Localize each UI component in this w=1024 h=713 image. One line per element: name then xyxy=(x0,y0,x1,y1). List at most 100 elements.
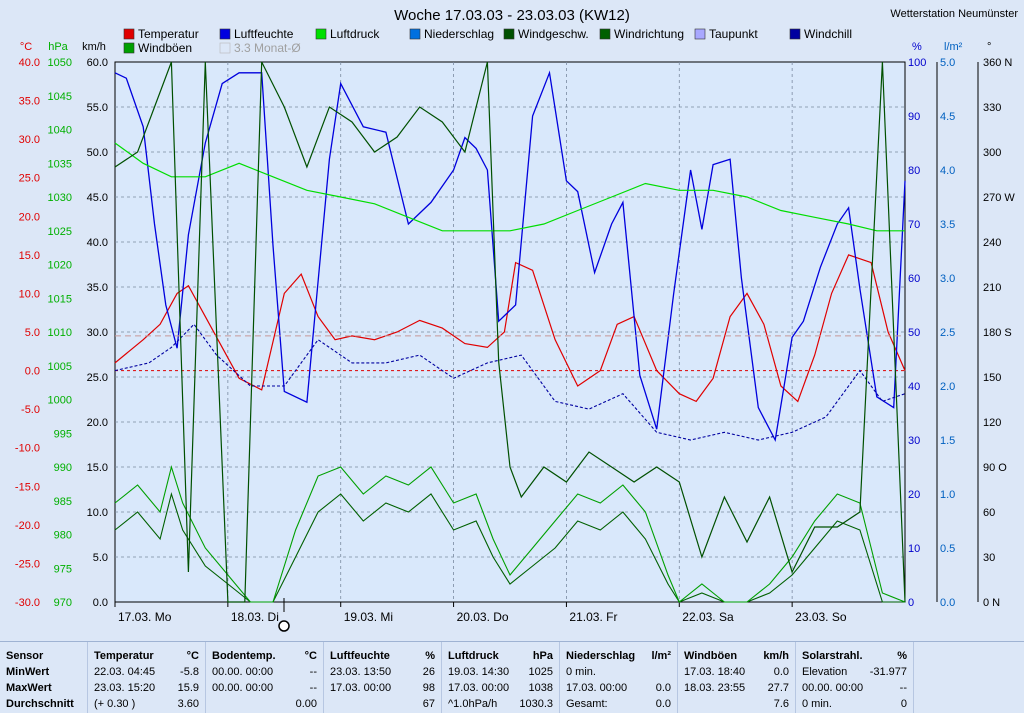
axis-tick-label: 70 xyxy=(908,219,920,231)
series-temperatur xyxy=(114,254,906,403)
stats-time: 00.00. 00:00 xyxy=(802,682,864,694)
stats-unit: km/h xyxy=(763,650,789,662)
stats-time: 17.03. 00:00 xyxy=(330,682,392,694)
stats-row: 23.03. 15:20 15.9 xyxy=(88,680,205,696)
stats-unit: l/m² xyxy=(651,650,671,662)
legend-label: Luftdruck xyxy=(330,27,380,41)
plot-area xyxy=(114,61,906,603)
axis-tick-label: 0 xyxy=(908,597,914,609)
axis-tick-label: 4.0 xyxy=(940,165,955,177)
axis-tick-label: 120 xyxy=(983,417,1001,429)
stats-value: 1025 xyxy=(528,666,553,678)
stats-row: 17.03. 00:00 98 xyxy=(324,680,441,696)
axis-unit: ° xyxy=(987,41,991,53)
stats-unit: hPa xyxy=(532,650,553,662)
stats-value: 27.7 xyxy=(767,682,789,694)
legend-label: 3.3 Monat-Ø xyxy=(234,41,301,55)
axis-tick-label: 60 xyxy=(908,273,920,285)
stats-unit: °C xyxy=(186,650,199,662)
stats-time: 00.00. 00:00 xyxy=(212,666,274,678)
stats-row: Elevation -31.977 xyxy=(796,664,913,680)
stats-value: 15.9 xyxy=(177,682,199,694)
axis-tick-label: 1025 xyxy=(48,226,72,238)
stats-column-1: Temperatur °C 22.03. 04:45 -5.8 23.03. 15:20… xyxy=(88,642,206,713)
axis-tick-label: 300 xyxy=(983,147,1001,159)
x-axis: 17.03. Mo 18.03. Di 19.03. Mi 20.03. Do 21.0… xyxy=(114,602,847,624)
axis-tick-label: 1045 xyxy=(48,91,72,103)
stats-row-label: MinWert xyxy=(6,666,50,678)
axis-unit: l/m² xyxy=(944,41,963,53)
statistics-table: Sensor MinWert MaxWert Durchschnitt Temperat… xyxy=(0,641,1024,713)
stats-row: 0 min. xyxy=(560,664,677,680)
axis-tick-label: 3.5 xyxy=(940,219,955,231)
axis-tick-label: 10.0 xyxy=(19,288,40,300)
series-windrichtung xyxy=(114,61,906,603)
station-name: Wetterstation Neumünster xyxy=(890,8,1018,20)
stats-time: 00.00. 00:00 xyxy=(212,682,274,694)
axis-tick-label: 5.0 xyxy=(25,327,40,339)
axis-tick-label: 90 O xyxy=(983,462,1007,474)
axis-tick-label: 4.5 xyxy=(940,111,955,123)
axis-tick-label: 1015 xyxy=(48,293,72,305)
legend-item: Taupunkt xyxy=(694,27,758,41)
stats-value: 3.60 xyxy=(177,698,199,710)
left-axis-1: hPa 1050 1045 1040 1035 1030 1025 1020 1015 1010 1… xyxy=(48,41,72,609)
legend-item: Windrichtung xyxy=(599,27,684,41)
axis-tick-label: -20.0 xyxy=(15,520,40,532)
stats-value: -5.8 xyxy=(180,666,199,678)
scroll-marker[interactable] xyxy=(278,598,290,632)
axis-tick-label: -5.0 xyxy=(21,404,40,416)
axis-tick-label: 995 xyxy=(54,428,72,440)
stats-row: 0.00 xyxy=(206,696,323,712)
legend-item: 3.3 Monat-Ø xyxy=(219,41,301,55)
right-axes: %1009080706050403020100l/m²5.04.54.03.53… xyxy=(908,41,1015,609)
stats-row: ^1.0hPa/h 1030.3 xyxy=(442,696,559,712)
axis-tick-label: -25.0 xyxy=(15,558,40,570)
axis-tick-label: 10.0 xyxy=(87,507,108,519)
scroll-marker-circle[interactable] xyxy=(278,620,290,632)
stats-title: Luftdruck xyxy=(448,650,499,662)
stats-row: 0 min. 0 xyxy=(796,696,913,712)
axis-tick-label: 100 xyxy=(908,57,926,69)
axis-tick-label: 0.0 xyxy=(940,597,955,609)
left-axes: °C 40.0 35.0 30.0 25.0 20.0 15.0 10.0 5.0 0.0 -5.0… xyxy=(15,41,108,609)
axis-tick-label: 975 xyxy=(54,563,72,575)
stats-time: 23.03. 15:20 xyxy=(94,682,156,694)
legend-label: Niederschlag xyxy=(424,27,494,41)
legend-swatch xyxy=(123,42,135,54)
stats-time: 17.03. 00:00 xyxy=(566,682,628,694)
axis-tick-label: 30 xyxy=(908,435,920,447)
stats-row: 22.03. 04:45 -5.8 xyxy=(88,664,205,680)
chart-title: Woche 17.03.03 - 23.03.03 (KW12) xyxy=(394,7,630,24)
stats-title: Windböen xyxy=(684,650,738,662)
stats-row: 17.03. 00:00 0.0 xyxy=(560,680,677,696)
weather-chart: Woche 17.03.03 - 23.03.03 (KW12) Wetters… xyxy=(14,7,1019,632)
series-taupunkt xyxy=(114,323,906,441)
axis-tick-label: 985 xyxy=(54,496,72,508)
legend-swatch xyxy=(789,28,801,40)
stats-title: Sensor xyxy=(6,650,44,662)
stats-row: 18.03. 23:55 27.7 xyxy=(678,680,795,696)
stats-value: 1030.3 xyxy=(519,698,553,710)
legend-label: Taupunkt xyxy=(709,27,758,41)
axis-tick-label: 990 xyxy=(54,462,72,474)
stats-unit: % xyxy=(897,650,907,662)
stats-row: Durchschnitt xyxy=(0,696,87,712)
axis-tick-label: 25.0 xyxy=(87,372,108,384)
stats-row: 00.00. 00:00 -- xyxy=(206,680,323,696)
right-axis-2: ° 360 N 330 300 270 W 240 210 180 S 150 120 90 O 60… xyxy=(977,41,1015,609)
legend: Temperatur Luftfeuchte Luftdruck Niederschl… xyxy=(123,27,852,55)
axis-tick-label: 1010 xyxy=(48,327,72,339)
x-axis-label: 19.03. Mi xyxy=(344,610,393,624)
axis-tick-label: 1000 xyxy=(48,395,72,407)
axis-unit: °C xyxy=(20,41,32,53)
axis-tick-label: 180 S xyxy=(983,327,1012,339)
stats-value: 0.0 xyxy=(655,698,671,710)
grid-lines xyxy=(115,62,905,602)
axis-tick-label: 0.0 xyxy=(25,366,40,378)
x-axis-label: 22.03. Sa xyxy=(682,610,734,624)
stats-time: 19.03. 14:30 xyxy=(448,666,510,678)
axis-unit: km/h xyxy=(82,41,106,53)
axis-tick-label: -10.0 xyxy=(15,443,40,455)
